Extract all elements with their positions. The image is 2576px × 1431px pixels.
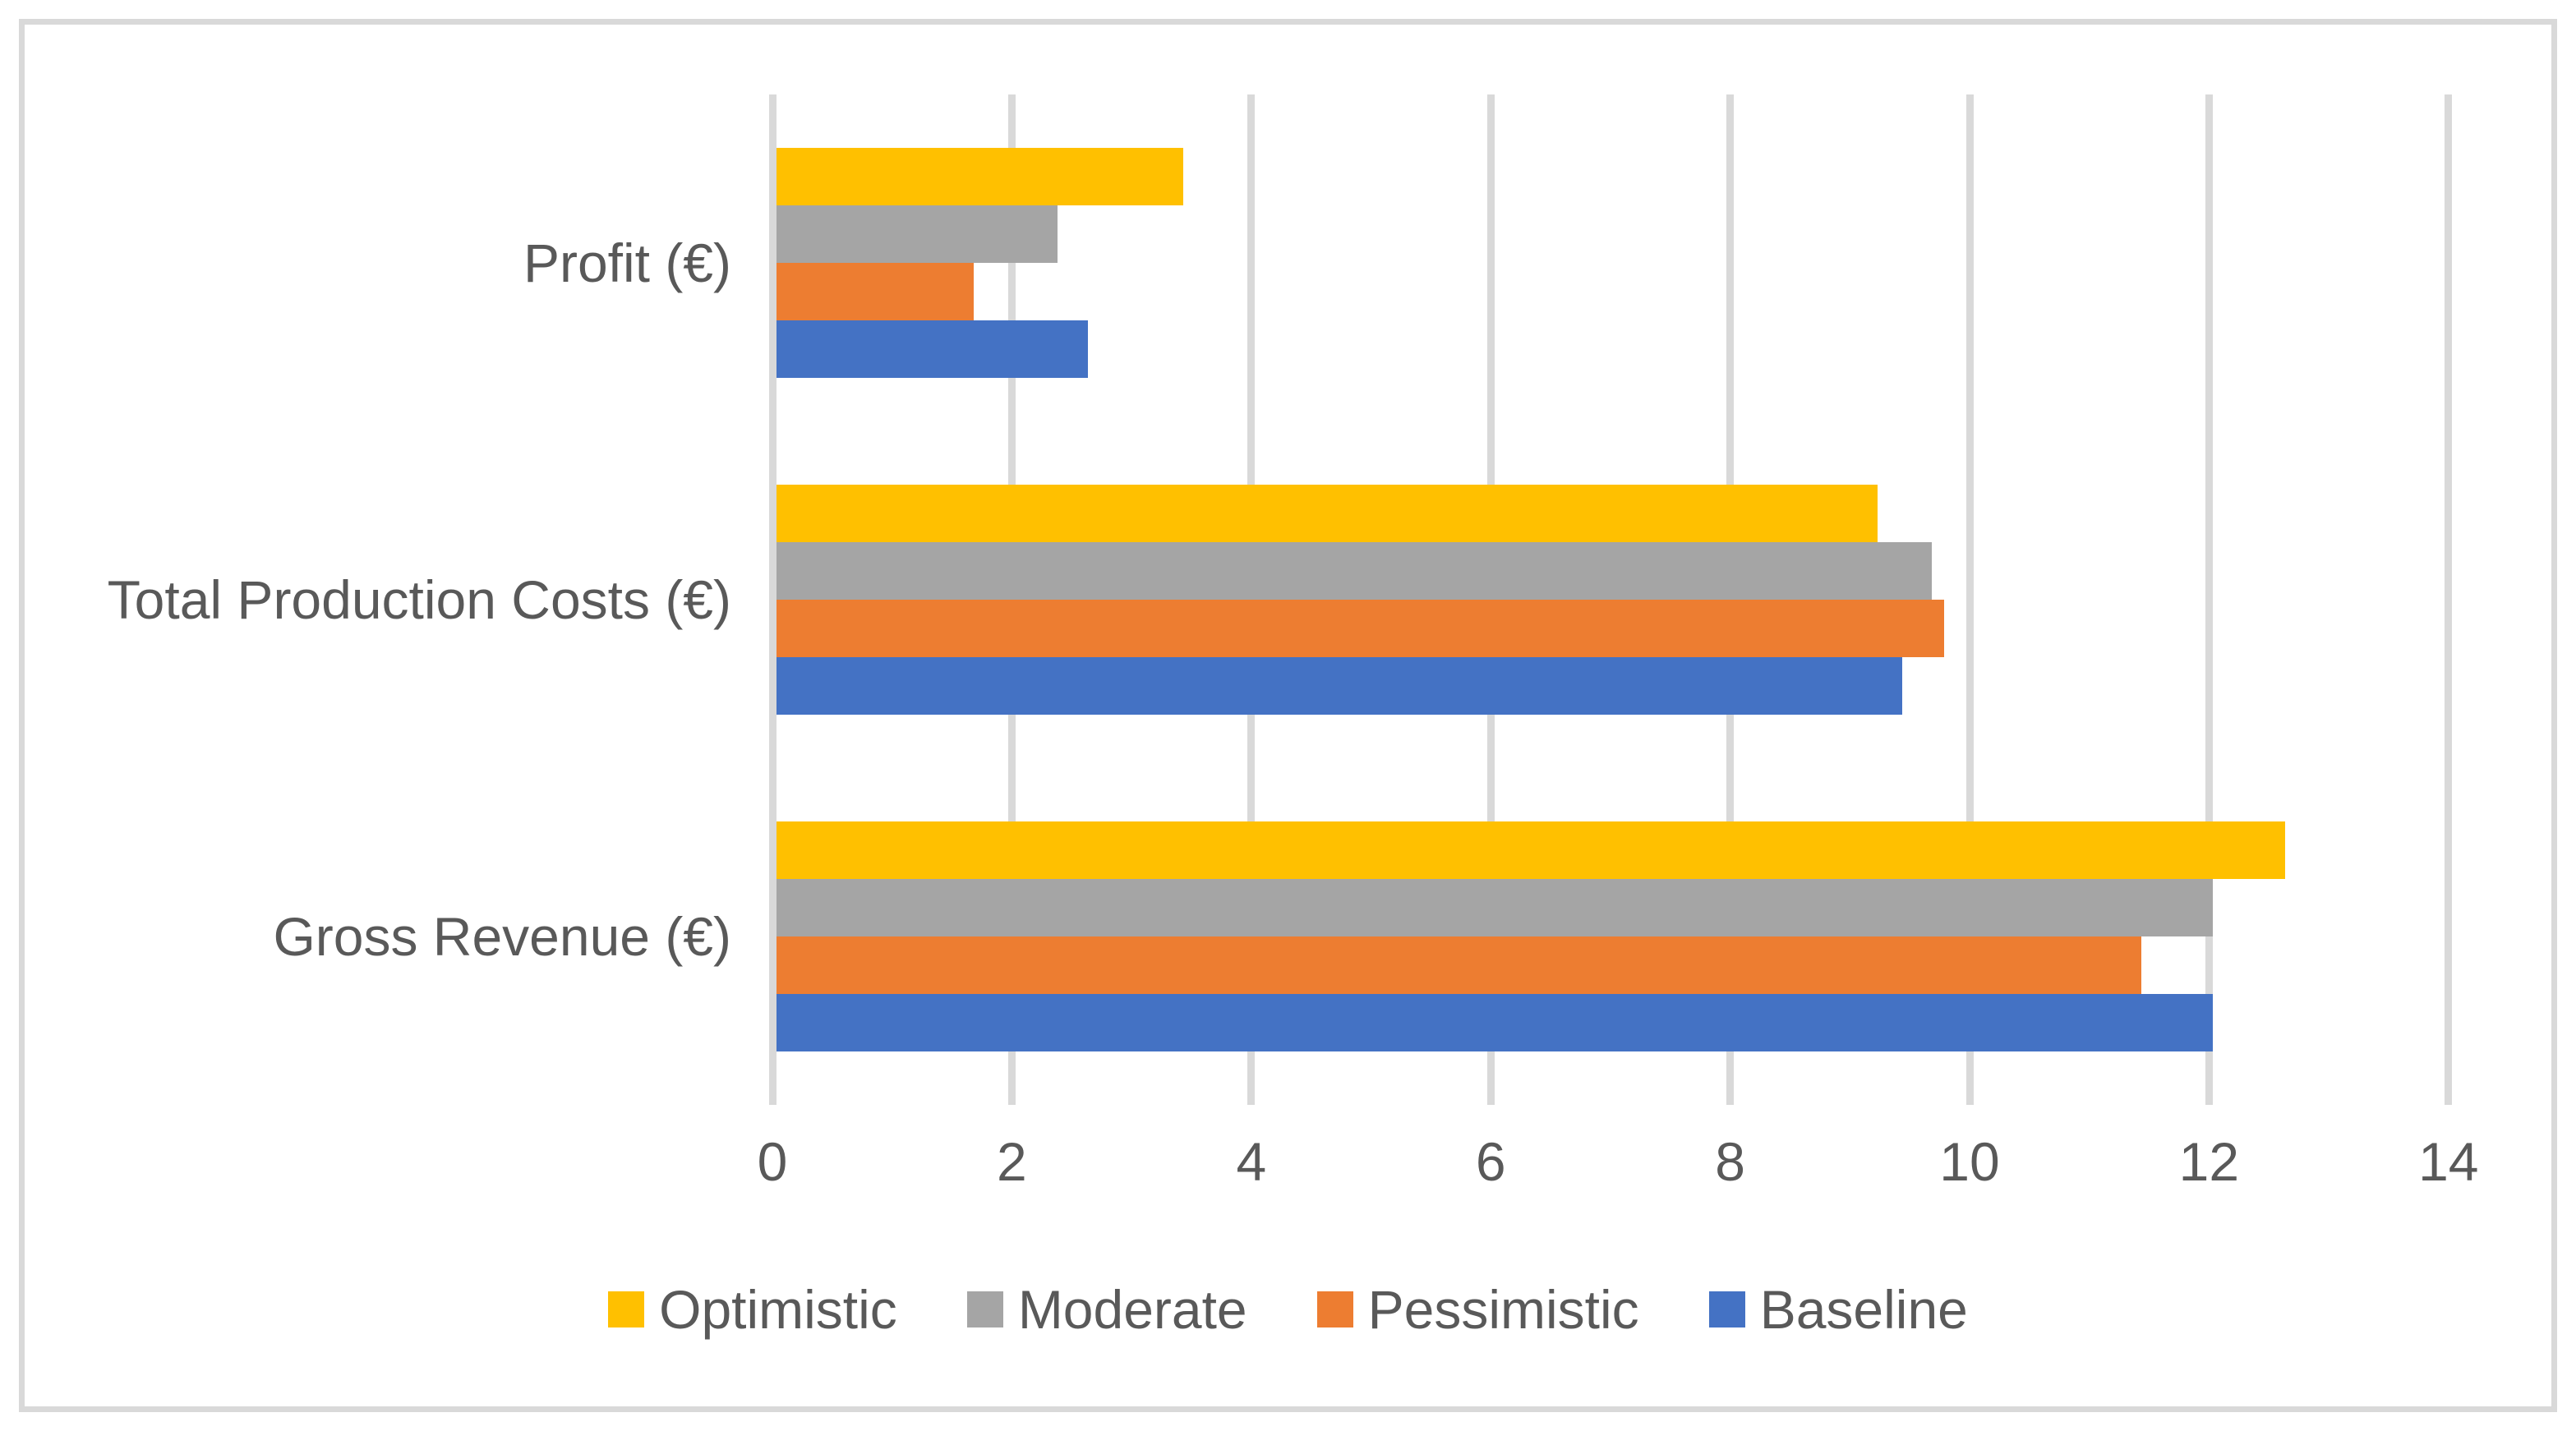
bar-moderate-category-2 [776, 879, 2214, 936]
bar-baseline-category-1 [776, 657, 1902, 715]
gridline [1965, 94, 1974, 1105]
gridline [2205, 94, 2213, 1105]
legend-label: Baseline [1759, 1279, 1968, 1340]
legend-item-pessimistic: Pessimistic [1316, 1275, 1639, 1344]
bar-moderate-category-1 [776, 542, 1932, 600]
bar-pessimistic-category-2 [776, 936, 2141, 994]
legend-marker-moderate [966, 1291, 1003, 1327]
x-tick-label: 8 [1715, 1131, 1745, 1192]
legend-label: Pessimistic [1367, 1279, 1639, 1340]
bar-pessimistic-category-0 [776, 263, 975, 320]
legend-label: Moderate [1017, 1279, 1247, 1340]
bar-baseline-category-0 [776, 320, 1088, 378]
x-tick-label: 10 [1939, 1131, 2000, 1192]
x-tick-label: 14 [2418, 1131, 2479, 1192]
legend-label: Optimistic [659, 1279, 897, 1340]
bar-optimistic-category-2 [776, 821, 2285, 879]
bar-optimistic-category-1 [776, 485, 1878, 542]
legend-item-moderate: Moderate [966, 1275, 1247, 1344]
gridline [2445, 94, 2453, 1105]
category-label: Profit (€) [523, 232, 731, 293]
bar-pessimistic-category-1 [776, 600, 1944, 657]
bar-moderate-category-0 [776, 205, 1058, 263]
category-label: Gross Revenue (€) [273, 906, 731, 967]
chart-frame [19, 19, 2557, 1412]
x-tick-label: 2 [997, 1131, 1027, 1192]
x-tick-label: 6 [1475, 1131, 1506, 1192]
legend-marker-optimistic [608, 1291, 645, 1327]
x-tick-label: 0 [757, 1131, 788, 1192]
category-label: Total Production Costs (€) [107, 569, 731, 630]
bar-baseline-category-2 [776, 994, 2214, 1051]
legend: Optimistic Moderate Pessimistic Baseline [0, 1275, 2576, 1344]
legend-marker-pessimistic [1316, 1291, 1353, 1327]
plot-area [768, 94, 2453, 1105]
legend-item-baseline: Baseline [1708, 1275, 1968, 1344]
x-tick-label: 4 [1236, 1131, 1267, 1192]
gridline [768, 94, 776, 1105]
x-tick-label: 12 [2178, 1131, 2240, 1192]
bar-optimistic-category-0 [776, 148, 1184, 205]
legend-item-optimistic: Optimistic [608, 1275, 897, 1344]
legend-marker-baseline [1708, 1291, 1745, 1327]
